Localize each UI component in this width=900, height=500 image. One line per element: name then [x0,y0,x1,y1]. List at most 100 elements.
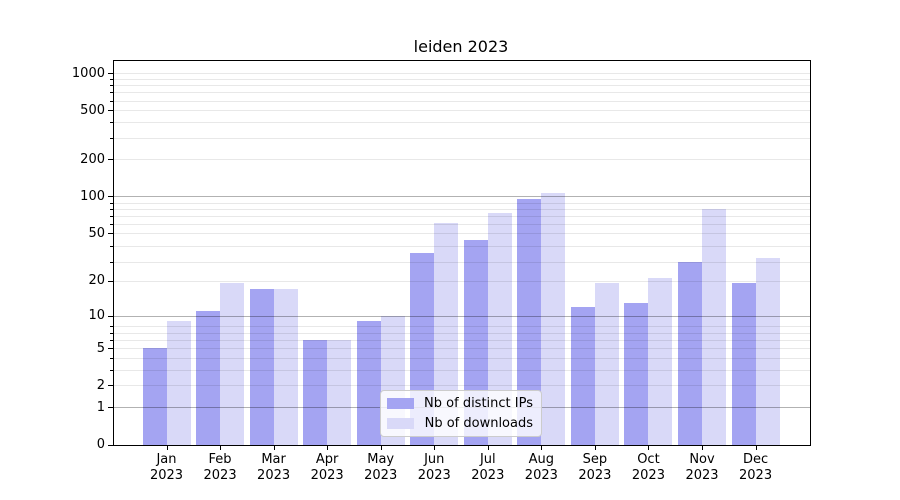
minor-gridline [113,216,810,218]
y-minor-tick-mark [110,233,113,235]
y-minor-tick-mark [110,110,113,112]
x-tick-label: Mar 2023 [257,452,291,483]
y-tick-label: 200 [80,151,105,167]
minor-gridline [113,369,810,371]
minor-gridline [113,137,810,139]
x-tick-label: Jun 2023 [417,452,451,483]
bar-downloads-aug [541,192,566,445]
bar-distinct-ips-oct [624,302,649,445]
minor-gridline [113,85,810,87]
y-tick-label: 20 [88,273,105,289]
x-tick-label: Jan 2023 [149,452,184,483]
y-minor-tick-mark [110,216,113,218]
y-tick-label: 50 [88,225,105,241]
x-tick-mark [220,445,222,450]
legend-item-distinct-ips: Nb of distinct IPs [387,396,533,412]
y-tick-mark [108,196,113,198]
x-tick-label: Aug 2023 [524,452,558,483]
major-gridline [113,196,810,198]
bar-downloads-feb [220,283,245,445]
minor-gridline [113,159,810,161]
x-tick-label: Nov 2023 [685,452,719,483]
y-tick-label: 2 [96,377,105,393]
minor-gridline [113,233,810,235]
y-tick-label: 1000 [71,65,105,81]
bar-distinct-ips-may [356,320,381,445]
y-minor-tick-mark [110,280,113,282]
bar-downloads-mar [273,289,298,445]
chart-title: leiden 2023 [413,37,509,56]
minor-gridline [113,332,810,334]
bar-distinct-ips-feb [196,310,221,445]
y-tick-label: 0 [96,437,105,452]
x-tick-mark [702,445,703,450]
x-tick-mark [648,445,650,450]
minor-gridline [113,348,810,350]
y-minor-tick-mark [110,208,113,210]
x-tick-label: Jul 2023 [471,452,505,483]
y-tick-label: 5 [96,340,105,356]
y-minor-tick-mark [110,73,113,75]
x-tick-mark [166,445,168,450]
x-tick-mark [487,445,489,450]
x-tick-mark [380,445,382,450]
y-tick-label: 10 [88,308,105,324]
minor-gridline [113,208,810,210]
minor-gridline [113,224,810,226]
y-minor-tick-mark [110,339,113,341]
x-tick-mark [755,445,757,450]
y-minor-tick-mark [110,357,113,359]
y-minor-tick-mark [110,202,113,204]
y-minor-tick-mark [110,332,113,334]
bar-distinct-ips-jan [142,348,167,445]
minor-gridline [113,246,810,248]
y-minor-tick-mark [110,369,113,371]
x-tick-label: Feb 2023 [203,452,237,483]
legend-swatch-distinct-ips [387,398,414,409]
y-minor-tick-mark [110,246,113,248]
legend-label-distinct-ips: Nb of distinct IPs [424,396,533,411]
minor-gridline [113,339,810,341]
y-tick-label: 100 [80,188,105,204]
bar-distinct-ips-sep [570,306,595,445]
y-minor-tick-mark [110,261,113,263]
y-tick-label: 1 [96,399,105,415]
legend-label-downloads: Nb of downloads [424,416,533,431]
minor-gridline [113,202,810,204]
y-minor-tick-mark [110,85,113,87]
bar-downloads-jan [166,320,191,445]
bar-downloads-apr [327,339,352,445]
y-minor-tick-mark [110,100,113,102]
y-tick-mark [108,315,113,317]
y-tick-mark [108,407,113,409]
bar-distinct-ips-apr [303,339,328,445]
x-tick-mark [541,445,543,450]
minor-gridline [113,92,810,94]
minor-gridline [113,385,810,387]
legend: Nb of distinct IPs Nb of downloads [380,390,542,437]
x-tick-label: May 2023 [364,452,398,483]
y-minor-tick-mark [110,224,113,226]
x-tick-label: Apr 2023 [310,452,344,483]
bar-downloads-nov [702,208,726,445]
y-minor-tick-mark [110,326,113,328]
bar-downloads-sep [594,283,619,445]
minor-gridline [113,280,810,282]
x-tick-label: Oct 2023 [631,452,665,483]
minor-gridline [113,110,810,112]
legend-swatch-downloads [387,418,414,429]
y-minor-tick-mark [110,137,113,139]
major-gridline [113,315,810,317]
bar-distinct-ips-nov [678,261,702,445]
x-tick-mark [327,445,329,450]
y-tick-label: 500 [80,102,105,118]
minor-gridline [113,73,810,75]
bar-distinct-ips-dec [731,283,756,445]
minor-gridline [113,100,810,102]
x-tick-label: Dec 2023 [739,452,773,483]
minor-gridline [113,261,810,263]
y-minor-tick-mark [110,78,113,80]
minor-gridline [113,122,810,124]
bar-downloads-dec [755,258,780,445]
